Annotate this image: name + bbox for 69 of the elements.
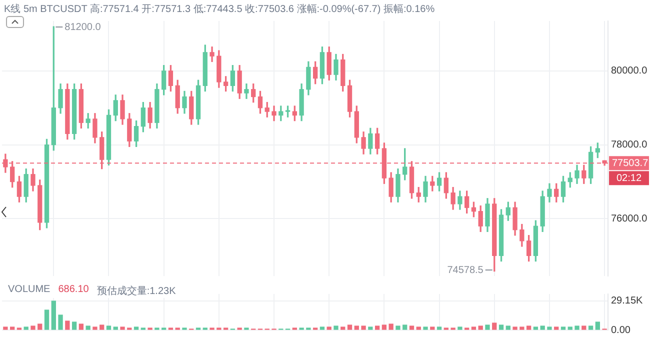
bar xyxy=(65,320,70,330)
bar xyxy=(58,314,63,330)
bar xyxy=(388,324,394,330)
bar xyxy=(134,326,139,330)
bar xyxy=(320,326,325,330)
annotation: VOLUME xyxy=(8,284,50,297)
chart-title: K线 5m BTCUSDT 高:77571.4 开:77571.3 低:77443.5 收:77503.6 涨幅:-0.09%(-67.7) 振幅:0.16% xyxy=(4,2,435,16)
bar xyxy=(582,326,586,330)
y-tick-label: 78000.0 xyxy=(611,140,648,151)
y-tick-label: 80000.0 xyxy=(611,66,648,77)
bar xyxy=(44,310,50,330)
y-tick-label: 29.15K xyxy=(611,296,644,307)
bar xyxy=(430,326,435,330)
bar xyxy=(478,326,483,330)
bar xyxy=(402,324,408,330)
bar xyxy=(30,326,36,330)
bar xyxy=(326,326,332,330)
bar xyxy=(396,326,400,330)
bar xyxy=(51,300,56,330)
bar xyxy=(526,326,532,330)
bar xyxy=(354,326,359,330)
bar xyxy=(588,326,594,330)
ref-line-label: 77503.7 xyxy=(612,158,649,169)
annotation: 81200.0 xyxy=(64,22,102,33)
bar xyxy=(86,326,90,330)
bar xyxy=(409,326,414,330)
bar xyxy=(347,324,352,330)
bar xyxy=(533,326,538,330)
bar xyxy=(568,326,572,330)
bar xyxy=(506,326,510,330)
bar xyxy=(368,326,373,330)
annotation: 预估成交量:1.23K xyxy=(96,284,176,298)
bar xyxy=(361,326,366,330)
bar xyxy=(72,322,77,330)
bar xyxy=(120,326,125,330)
bar xyxy=(471,326,476,330)
bar xyxy=(520,326,524,330)
bar xyxy=(485,324,490,330)
bar xyxy=(458,326,462,330)
bar xyxy=(38,324,42,330)
bar xyxy=(423,326,428,330)
bar xyxy=(78,324,84,330)
bar xyxy=(547,326,552,330)
bar xyxy=(560,326,566,330)
bar xyxy=(492,322,497,330)
bar xyxy=(334,326,338,330)
bar xyxy=(574,326,580,330)
bar xyxy=(416,326,421,330)
bar xyxy=(3,326,8,330)
bar xyxy=(92,326,98,330)
bar xyxy=(340,326,346,330)
bar xyxy=(10,326,15,330)
bar xyxy=(24,326,28,330)
bar xyxy=(374,326,380,330)
annotation: 686.10 xyxy=(58,284,89,297)
bar xyxy=(113,326,118,330)
text: 02:12 xyxy=(616,172,642,184)
bar xyxy=(382,324,387,330)
bar xyxy=(436,326,442,330)
bar xyxy=(106,326,112,330)
bar xyxy=(540,326,545,330)
bar xyxy=(498,324,504,330)
bar xyxy=(595,322,600,330)
bar xyxy=(100,324,104,330)
y-tick-label: 0.00 xyxy=(611,324,631,336)
annotation: 74578.5 xyxy=(447,264,484,276)
bar xyxy=(512,326,518,330)
y-tick-label: 76000.0 xyxy=(611,213,648,224)
bar xyxy=(554,326,559,330)
